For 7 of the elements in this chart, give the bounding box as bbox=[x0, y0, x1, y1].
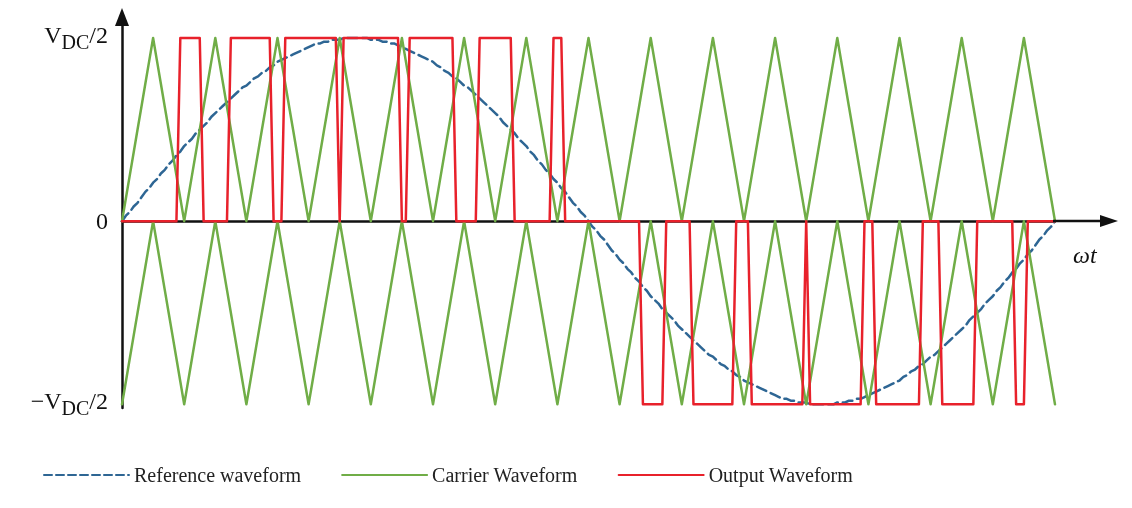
text: −V$_{DC}$/2 bbox=[30, 388, 108, 421]
text: V$_{DC}$/2 bbox=[44, 22, 108, 54]
legend-label: Carrier Waveform bbox=[432, 464, 578, 486]
legend-label: Reference waveform bbox=[134, 464, 302, 486]
x-axis-title: ωt bbox=[1073, 242, 1098, 269]
text: 0 bbox=[96, 207, 108, 235]
legend-label: Output Waveform bbox=[708, 464, 854, 487]
